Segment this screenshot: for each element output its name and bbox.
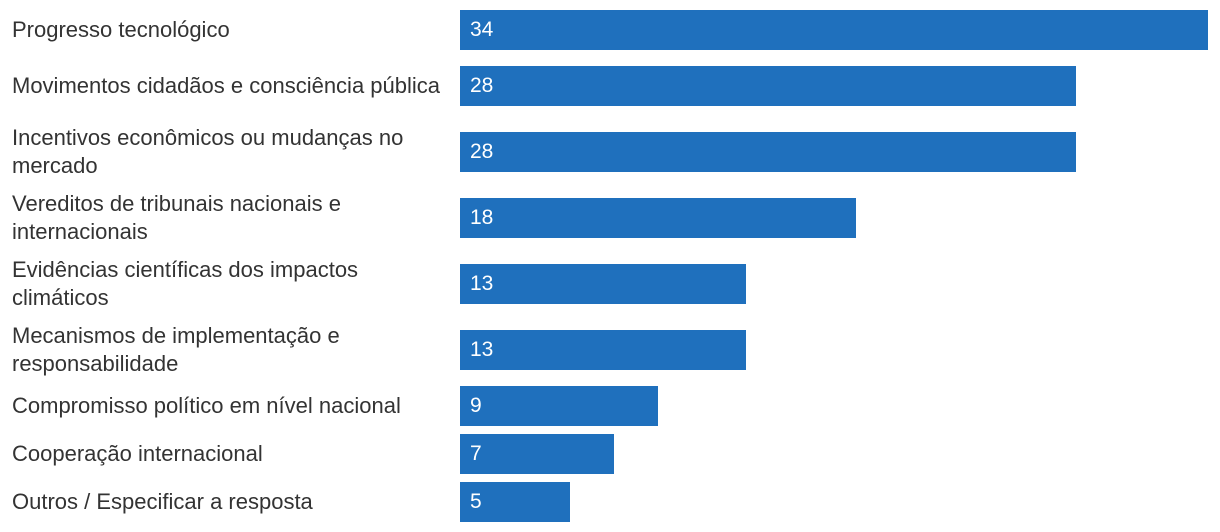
- bar: 28: [460, 132, 1076, 172]
- data-label: 28: [470, 140, 494, 163]
- category-label: Incentivos econômicos ou mudanças no mer…: [12, 125, 404, 178]
- category-label: Outros / Especificar a resposta: [12, 489, 313, 514]
- data-label: 13: [470, 338, 494, 361]
- category-label: Movimentos cidadãos e consciência públic…: [12, 73, 441, 98]
- data-label: 13: [470, 272, 494, 295]
- bar: 13: [460, 264, 746, 304]
- bar: 34: [460, 10, 1208, 50]
- category-label: Compromisso político em nível nacional: [12, 393, 401, 418]
- data-label: 9: [470, 394, 482, 417]
- data-label: 7: [470, 442, 482, 465]
- data-label: 28: [470, 74, 494, 97]
- category-label: Mecanismos de implementação e responsabi…: [12, 323, 340, 376]
- bar: 5: [460, 482, 570, 522]
- bar: 13: [460, 330, 746, 370]
- data-label: 18: [470, 206, 494, 229]
- data-label: 34: [470, 18, 494, 41]
- bar: 18: [460, 198, 856, 238]
- category-label: Evidências científicas dos impactos clim…: [12, 257, 359, 310]
- bar: 28: [460, 66, 1076, 106]
- category-label: Progresso tecnológico: [12, 17, 230, 42]
- bar: 7: [460, 434, 614, 474]
- bar: 9: [460, 386, 658, 426]
- category-label: Cooperação internacional: [12, 441, 263, 466]
- data-label: 5: [470, 490, 482, 513]
- category-label: Vereditos de tribunais nacionais e inter…: [12, 191, 341, 244]
